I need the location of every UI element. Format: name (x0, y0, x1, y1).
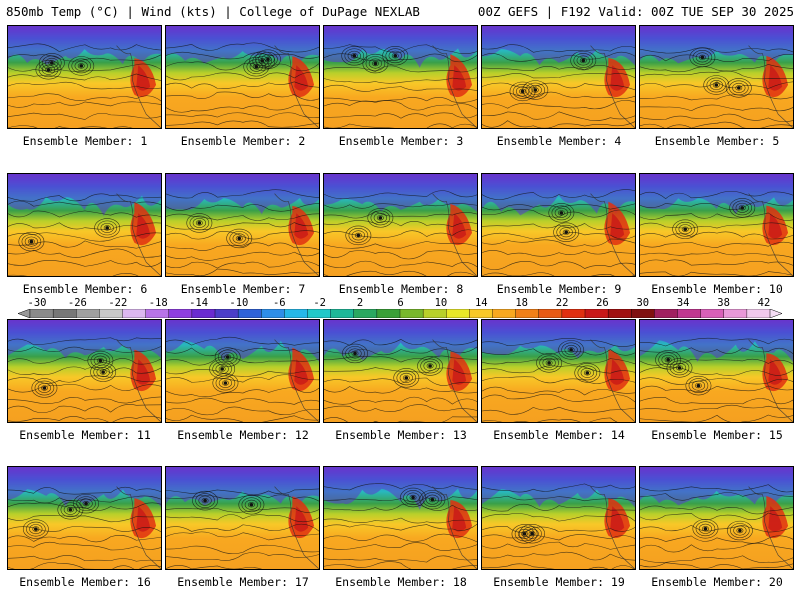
ensemble-map-panel (481, 173, 636, 277)
colorbar-swatch (723, 309, 748, 318)
colorbar-swatch (607, 309, 632, 318)
colorbar-swatch (52, 309, 77, 318)
colorbar-tick-label: 14 (474, 297, 488, 309)
colorbar-swatch (492, 309, 517, 318)
member-caption: Ensemble Member: 3 (338, 134, 464, 148)
colorbar-tick-label: -18 (148, 297, 168, 309)
colorbar-tick-label: -2 (313, 297, 327, 309)
colorbar (18, 309, 782, 318)
ensemble-map-panel (323, 25, 478, 129)
colorbar-swatch (399, 309, 424, 318)
member-caption: Ensemble Member: 15 (651, 428, 783, 442)
ensemble-map-panel (7, 319, 162, 423)
colorbar-tick-label: 22 (555, 297, 569, 309)
colorbar-swatch (307, 309, 332, 318)
colorbar-swatch (353, 309, 378, 318)
colorbar-swatch (76, 309, 100, 318)
member-caption: Ensemble Member: 20 (651, 575, 783, 589)
member-caption: Ensemble Member: 8 (338, 282, 464, 296)
colorbar-tick-label: -30 (27, 297, 47, 309)
member-caption: Ensemble Member: 2 (180, 134, 306, 148)
colorbar-swatch (29, 309, 54, 318)
ensemble-map-panel (639, 466, 794, 570)
colorbar-tick-label: -26 (67, 297, 87, 309)
member-caption: Ensemble Member: 10 (651, 282, 783, 296)
colorbar-swatch (191, 309, 216, 318)
member-caption: Ensemble Member: 13 (335, 428, 467, 442)
colorbar-tick-label: 2 (356, 297, 364, 309)
ensemble-map-panel (323, 173, 478, 277)
member-caption: Ensemble Member: 9 (496, 282, 622, 296)
colorbar-tick-label: 34 (676, 297, 690, 309)
ensemble-map-panel (323, 319, 478, 423)
ensemble-map-panel (481, 25, 636, 129)
colorbar-swatch (677, 309, 702, 318)
colorbar-tick-label: 30 (636, 297, 650, 309)
ensemble-map-panel (639, 173, 794, 277)
ensemble-map-panel (7, 466, 162, 570)
member-caption: Ensemble Member: 16 (19, 575, 151, 589)
colorbar-swatch (122, 309, 147, 318)
member-caption: Ensemble Member: 4 (496, 134, 622, 148)
colorbar-tick-label: -6 (272, 297, 286, 309)
colorbar-tick-label: 6 (397, 297, 404, 309)
colorbar-swatch (168, 309, 193, 318)
member-caption: Ensemble Member: 18 (335, 575, 467, 589)
colorbar-ticks: -30 -26 -22 -18 -14 -10 -6 -2 2 6 10 14 18 22 26 30 34 38… (0, 297, 800, 309)
colorbar-swatch (515, 309, 540, 318)
colorbar-swatch (376, 309, 401, 318)
colorbar-swatch (584, 309, 609, 318)
ensemble-map-panel (639, 25, 794, 129)
colorbar-swatch (631, 309, 655, 318)
ensemble-map-panel (165, 25, 320, 129)
colorbar-swatch (422, 309, 447, 318)
colorbar-swatch (145, 309, 170, 318)
ensemble-map-panel (165, 173, 320, 277)
member-caption: Ensemble Member: 17 (177, 575, 309, 589)
header-run-info: 00Z GEFS | F192 Valid: 00Z TUE SEP 30 20… (477, 4, 794, 19)
ensemble-map-panel (481, 466, 636, 570)
colorbar-swatch (654, 309, 679, 318)
colorbar-tick-label: 10 (434, 297, 448, 309)
member-caption: Ensemble Member: 14 (493, 428, 625, 442)
member-caption: Ensemble Member: 19 (493, 575, 625, 589)
member-caption: Ensemble Member: 1 (22, 134, 148, 148)
ensemble-map-panel (165, 319, 320, 423)
member-caption: Ensemble Member: 12 (177, 428, 309, 442)
ensemble-map-panel (7, 25, 162, 129)
colorbar-swatch (261, 309, 285, 318)
ensemble-map-panel (323, 466, 478, 570)
ensemble-map-panel (639, 319, 794, 423)
colorbar-tick-label: -14 (189, 297, 209, 309)
colorbar-swatch (237, 309, 262, 318)
member-caption: Ensemble Member: 7 (180, 282, 306, 296)
colorbar-swatch (214, 309, 239, 318)
colorbar-tick-label: 42 (757, 297, 771, 309)
colorbar-swatch (446, 309, 470, 318)
ensemble-map-panel (481, 319, 636, 423)
header-title: 850mb Temp (°C) | Wind (kts) | College o… (6, 4, 420, 19)
ensemble-map-panel (7, 173, 162, 277)
colorbar-swatch (99, 309, 124, 318)
colorbar-swatch (700, 309, 725, 318)
colorbar-swatch (284, 309, 309, 318)
colorbar-swatch (746, 309, 771, 318)
colorbar-swatch (561, 309, 586, 318)
colorbar-swatch (538, 309, 563, 318)
colorbar-tick-label: 26 (596, 297, 609, 309)
member-caption: Ensemble Member: 5 (654, 134, 780, 148)
member-caption: Ensemble Member: 6 (22, 282, 148, 296)
colorbar-swatch (330, 309, 355, 318)
colorbar-tick-label: -10 (229, 297, 249, 309)
colorbar-swatch (469, 309, 494, 318)
ensemble-map-panel (165, 466, 320, 570)
colorbar-tick-label: -22 (108, 297, 128, 309)
member-caption: Ensemble Member: 11 (19, 428, 151, 442)
colorbar-tick-label: 38 (717, 297, 730, 309)
colorbar-tick-label: 18 (515, 297, 529, 309)
